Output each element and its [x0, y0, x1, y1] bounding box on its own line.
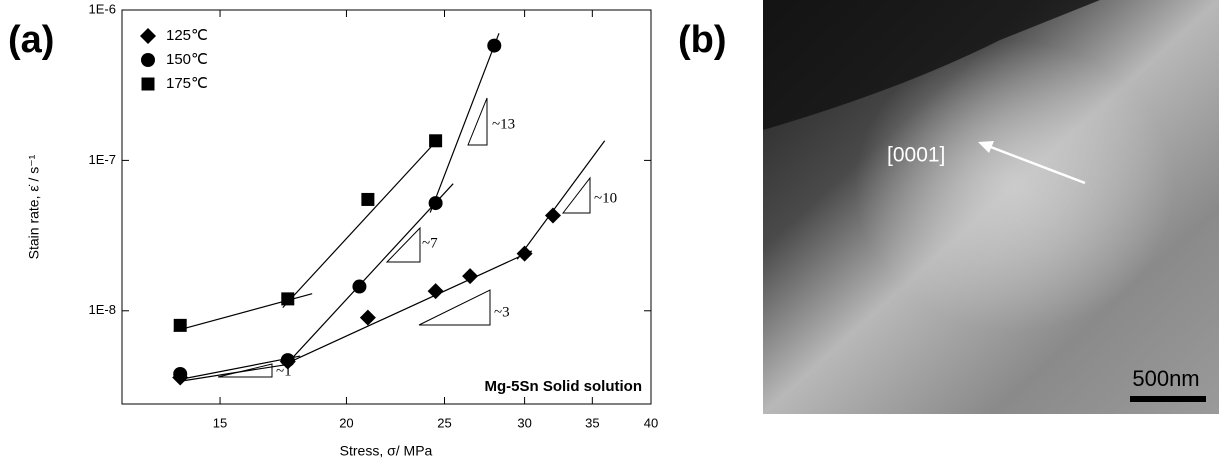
fit-line [180, 355, 301, 380]
marker [544, 207, 561, 224]
slope-label: ~1 [276, 363, 292, 379]
x-tick-label: 40 [644, 415, 658, 430]
x-axis-label: Stress, σ/ MPa [340, 443, 433, 459]
fit-line [287, 183, 454, 364]
annotation: Mg-5Sn Solid solution [485, 378, 643, 395]
fit-line [516, 140, 606, 260]
slope-triangle [561, 176, 591, 214]
plot-frame [121, 9, 652, 405]
marker [361, 192, 375, 206]
marker [359, 309, 376, 326]
panel-label: (b) [678, 19, 727, 61]
legend-label: 125℃ [166, 27, 208, 44]
x-tick-label: 30 [517, 415, 531, 430]
x-tick-label: 20 [339, 415, 353, 430]
slope-triangle [217, 363, 273, 378]
marker [352, 279, 367, 294]
direction-label: [0001] [887, 144, 945, 167]
x-tick-label: 25 [437, 415, 451, 430]
y-axis-label: Stain rate, ε̇ / s⁻¹ [26, 154, 42, 259]
scale-bar [1130, 396, 1206, 402]
marker [429, 134, 443, 148]
plot: 15 20 25 30 35 40 1E-8 1E-7 1E-6 125℃ 150℃ 175℃ ~13 ~… [89, 1, 659, 430]
marker [173, 318, 187, 332]
slope-triangle [467, 97, 488, 146]
legend-label: 175℃ [166, 75, 208, 92]
marker [516, 245, 533, 262]
fit-line [287, 250, 533, 364]
legend-marker [141, 77, 155, 91]
x-tick-label: 15 [213, 415, 227, 430]
fit-line [429, 33, 500, 213]
scale-label: 500nm [1132, 366, 1199, 391]
marker [427, 283, 444, 300]
arrow [987, 144, 1086, 185]
marker [462, 268, 479, 285]
slope-triangle [418, 289, 491, 326]
slope-label: ~7 [422, 235, 438, 251]
x-tick-label: 35 [585, 415, 599, 430]
slope-label: ~3 [494, 304, 510, 320]
marker [173, 366, 188, 381]
legend-label: 150℃ [166, 51, 208, 68]
panel-label: (a) [8, 19, 54, 61]
y-tick-label: 1E-7 [89, 152, 116, 167]
y-tick-label: 1E-8 [89, 302, 116, 317]
slope-triangle [385, 226, 421, 263]
slope-label: ~13 [492, 116, 515, 132]
y-tick-label: 1E-6 [89, 1, 116, 16]
legend-marker [141, 53, 155, 67]
legend-marker [140, 28, 156, 44]
fit-line [282, 135, 442, 309]
slope-label: ~10 [594, 190, 617, 206]
marker [281, 292, 295, 306]
marker [487, 38, 502, 53]
dark-region [763, 0, 1100, 130]
image-panel: (b) [0001] 500nm [678, 0, 1219, 414]
marker [280, 353, 295, 368]
marker [428, 196, 443, 211]
arrow-head [978, 141, 994, 153]
